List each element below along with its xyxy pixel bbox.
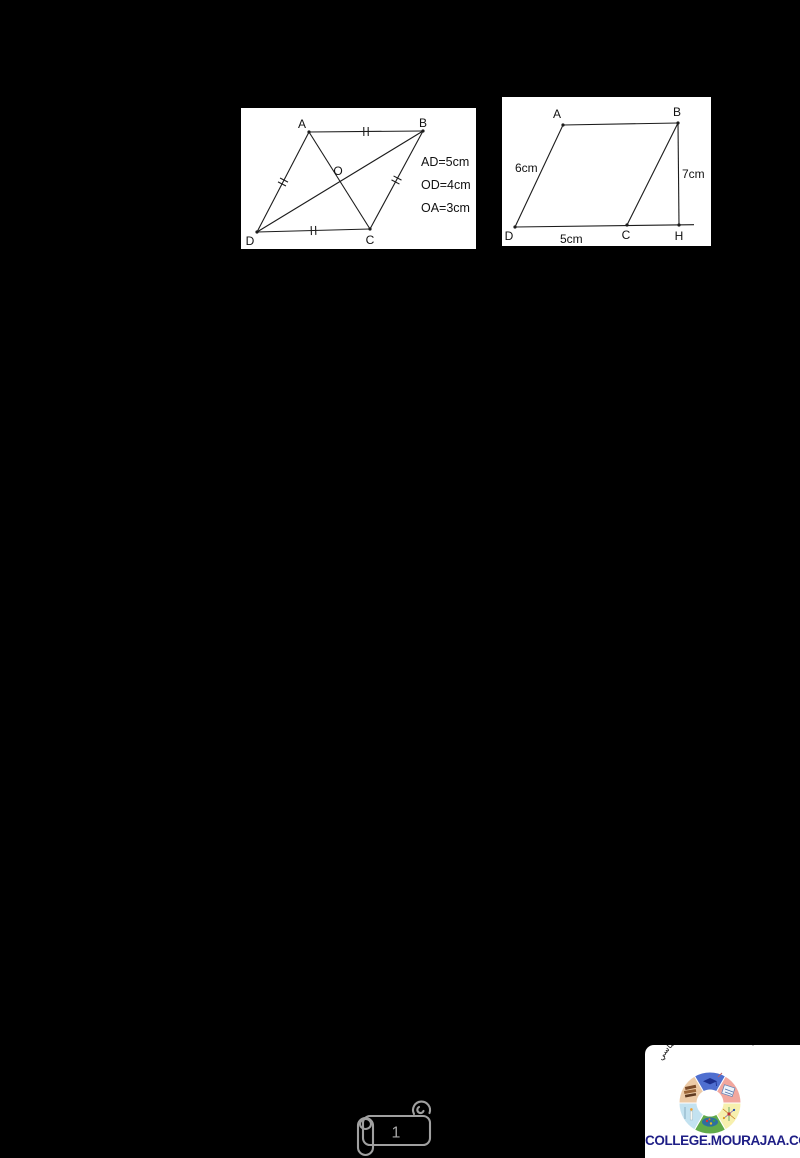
figure1-measurement-od: OD=4cm (421, 178, 471, 192)
figure1-vertex-label-o: O (333, 164, 342, 178)
page-number: 1 (392, 1125, 401, 1142)
figure1-measurement-ad: AD=5cm (421, 155, 469, 169)
site-logo: موقع مراجعة مواضيع الأساسي (645, 1045, 800, 1158)
page-number-scroll: 1 (356, 1100, 432, 1157)
figure2-height-line (677, 122, 680, 226)
drafting-paper-icon (721, 1084, 736, 1098)
figure1-vertex-dots (255, 129, 425, 234)
figure1-drawing: A B C D O AD=5cm OD=4cm OA=3cm (246, 116, 471, 248)
scroll-outline (356, 1100, 432, 1157)
books-icon (683, 1084, 697, 1098)
figure1-tick-marks (277, 126, 402, 236)
ring-pictograms (683, 1072, 736, 1127)
candle-icon (684, 1107, 693, 1121)
figure2-dimension-ad: 6cm (515, 161, 538, 175)
logo-arabic-arc-text: موقع مراجعة مواضيع الأساسي (656, 1045, 758, 1062)
figure1-diagonals (256, 130, 424, 233)
site-url: COLLEGE.MOURAJAA.COM (645, 1133, 800, 1148)
figure1-vertex-label-b: B (419, 116, 427, 130)
figure1-vertex-label-d: D (246, 234, 255, 248)
figure1-measurement-oa: OA=3cm (421, 201, 470, 215)
palette-icon (702, 1117, 718, 1127)
scroll-top-curl (412, 1100, 432, 1116)
figure2-panel: A B C D H 6cm 7cm 5cm (502, 97, 711, 246)
figure1-vertex-label-a: A (298, 117, 306, 131)
logo-emblem: موقع مراجعة مواضيع الأساسي (656, 1045, 758, 1135)
figure2-vertex-label-a: A (553, 107, 561, 121)
ring-center (697, 1090, 723, 1116)
ring-segment-top-left (678, 1075, 705, 1104)
figure1-sides (256, 130, 424, 233)
figure2-vertex-label-b: B (673, 105, 681, 119)
figure2-drawing: A B C D H 6cm 7cm 5cm (505, 105, 705, 246)
figure2-dimension-bh: 7cm (682, 167, 705, 181)
figure2-vertex-label-c: C (622, 228, 631, 242)
figure2-dimension-dc: 5cm (560, 232, 583, 246)
figure2-vertex-dots (513, 121, 681, 229)
figure1-vertex-label-c: C (366, 233, 375, 247)
figure2-vertex-label-d: D (505, 229, 514, 243)
figure2-sides (514, 122, 695, 228)
atom-icon (722, 1107, 736, 1121)
figure2-vertex-label-h: H (675, 229, 684, 243)
figure1-panel: A B C D O AD=5cm OD=4cm OA=3cm (241, 108, 476, 249)
